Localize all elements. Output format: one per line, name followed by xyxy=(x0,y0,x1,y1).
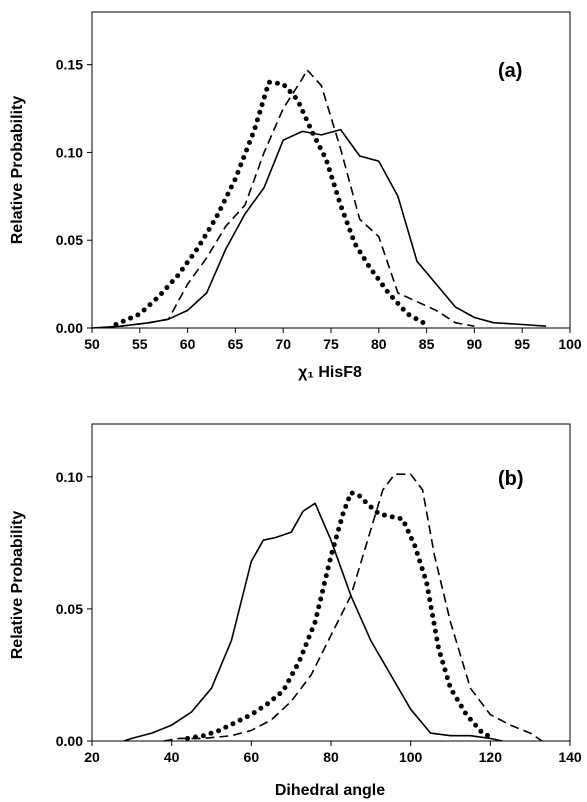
y-tick-label: 0.10 xyxy=(56,469,83,485)
x-tick-label: 90 xyxy=(467,336,483,352)
x-tick-label: 100 xyxy=(399,749,423,765)
y-tick-label: 0.10 xyxy=(56,144,83,160)
x-tick-label: 95 xyxy=(514,336,530,352)
x-tick-label: 55 xyxy=(132,336,148,352)
y-tick-label: 0.00 xyxy=(56,320,83,336)
x-tick-label: 80 xyxy=(323,749,339,765)
series-line-dotted xyxy=(113,79,430,327)
series-line-dashed xyxy=(163,473,543,742)
x-tick-label: 50 xyxy=(84,336,100,352)
y-tick-label: 0.05 xyxy=(56,232,83,248)
y-tick-label: 0.00 xyxy=(56,733,83,749)
x-axis-title: χ₁ HisF8 xyxy=(298,364,362,381)
x-tick-label: 80 xyxy=(371,336,387,352)
y-axis-title: Relative Probability xyxy=(9,96,26,245)
panel-label: (a) xyxy=(498,60,522,82)
series-line-solid xyxy=(91,128,547,329)
panel-label: (b) xyxy=(498,468,524,490)
series-line-dashed xyxy=(120,69,475,327)
series-line-dotted xyxy=(185,490,497,741)
x-tick-label: 100 xyxy=(558,336,582,352)
series-line-solid xyxy=(123,502,503,742)
x-tick-label: 75 xyxy=(323,336,339,352)
x-tick-label: 85 xyxy=(419,336,435,352)
chart-panel-b: 20 40 60 80 100 120 140 0.00 0.05 0.10 (b) Dihedr… xyxy=(9,423,582,799)
y-axis-title: Relative Probability xyxy=(9,511,26,660)
x-tick-label: 60 xyxy=(180,336,196,352)
tick-group: 20 40 60 80 100 120 140 0.00 0.05 0.10 xyxy=(56,469,582,765)
x-tick-label: 70 xyxy=(275,336,291,352)
chart-panel-a: 50 55 60 65 70 75 80 85 90 95 1000.000.050.100.15 … xyxy=(9,11,582,381)
x-axis-title: Dihedral angle xyxy=(275,782,385,799)
y-tick-label: 0.15 xyxy=(56,57,83,73)
x-tick-label: 65 xyxy=(228,336,244,352)
x-tick-label: 40 xyxy=(164,749,180,765)
x-tick-label: 120 xyxy=(479,749,503,765)
series-group xyxy=(91,69,547,329)
series-group xyxy=(123,473,543,742)
x-tick-label: 60 xyxy=(244,749,260,765)
x-tick-label: 140 xyxy=(558,749,582,765)
tick-group: 50 55 60 65 70 75 80 85 90 95 100 0.00 0.05 0.10 0.15 xyxy=(56,57,582,352)
x-tick-label: 20 xyxy=(84,749,100,765)
y-tick-label: 0.05 xyxy=(56,601,83,617)
